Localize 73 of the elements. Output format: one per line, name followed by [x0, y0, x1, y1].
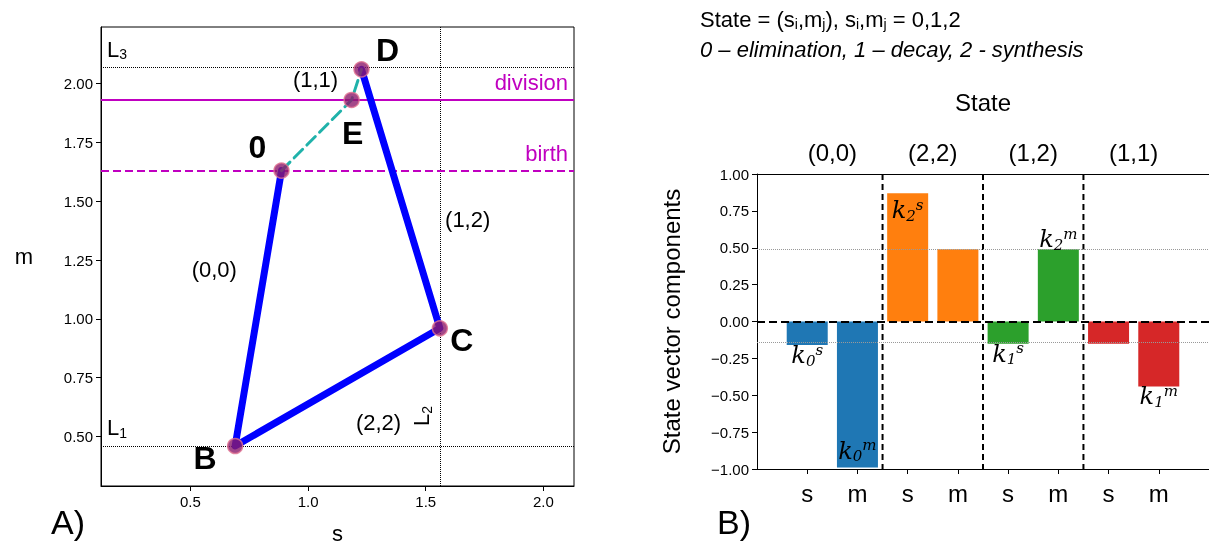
- text: A): [51, 503, 85, 541]
- y-tick-label: −0.25: [711, 349, 749, 367]
- point: [226, 437, 244, 455]
- ref-line-label: L1: [107, 415, 128, 441]
- y-axis-title: State vector components: [657, 188, 685, 455]
- y-tick-label: 1.25: [63, 251, 93, 269]
- ref-line-label: division: [494, 70, 568, 96]
- annotation: (2,2): [355, 409, 402, 435]
- bar: [786, 321, 828, 346]
- text: (0,0): [807, 138, 858, 166]
- ref-line-label: birth: [525, 141, 568, 167]
- x-tick-label: s: [1102, 479, 1115, 507]
- chart-subtitle: 0 – elimination, 1 – decay, 2 - synthesis: [700, 36, 1084, 62]
- annotation: k1s: [992, 339, 1025, 369]
- y-tick-label: −0.75: [711, 423, 749, 441]
- y-tick-label: 1.75: [63, 133, 93, 151]
- ref-line-label: L2: [409, 405, 435, 426]
- annotation: C: [450, 322, 474, 359]
- annotation: 0: [248, 128, 267, 165]
- bar: [1138, 321, 1180, 387]
- y-tick-label: 0.75: [719, 202, 749, 220]
- y-tick-label: 1.00: [719, 165, 749, 183]
- bar: [937, 249, 979, 322]
- y-axis-title: m: [14, 244, 33, 269]
- x-tick-label: s: [801, 479, 814, 507]
- y-tick-label: 2.00: [63, 74, 93, 92]
- x-tick-label: 1.5: [415, 493, 437, 510]
- annotation: (1,2): [445, 207, 491, 233]
- x-tick-label: 2.0: [532, 493, 554, 510]
- annotation: k2m: [1039, 224, 1078, 254]
- x-tick-label: 1.0: [297, 493, 319, 510]
- annotation: (0,0): [191, 256, 237, 282]
- point: [431, 320, 449, 337]
- text: B): [717, 503, 751, 541]
- y-tick-label: 1.50: [63, 192, 93, 210]
- x-tick-label: m: [847, 479, 868, 507]
- y-tick-label: 0.25: [719, 276, 749, 294]
- annotation: D: [375, 32, 400, 69]
- y-tick-label: −0.50: [711, 386, 749, 404]
- chart-title: State = (si,mj), si,mj = 0,1,2: [700, 6, 961, 32]
- bar: [1037, 249, 1079, 322]
- text: (1,1): [1108, 138, 1159, 166]
- y-tick-label: 0.50: [719, 239, 749, 257]
- bar: [987, 321, 1029, 344]
- y-tick-label: 1.00: [63, 310, 93, 328]
- x2-axis-title: State: [954, 88, 1012, 116]
- annotation: k0m: [838, 436, 877, 466]
- annotation: k1m: [1139, 381, 1178, 411]
- x-tick-label: m: [947, 479, 968, 507]
- annotation: k0s: [791, 340, 824, 370]
- y-tick-label: 0.75: [63, 369, 93, 387]
- x-tick-label: 0.5: [179, 493, 201, 510]
- x-tick-label: m: [1148, 479, 1169, 507]
- x-tick-label: m: [1048, 479, 1069, 507]
- bar: [1088, 321, 1130, 344]
- x-axis-title: s: [332, 520, 343, 546]
- bar: [887, 193, 929, 322]
- bar: [836, 321, 878, 468]
- text: (1,2): [1008, 138, 1058, 166]
- point: [273, 162, 290, 179]
- annotation: k2s: [891, 195, 924, 225]
- x-tick-label: s: [901, 479, 914, 507]
- y-tick-label: 0.00: [719, 313, 749, 330]
- text: (2,2): [908, 138, 958, 166]
- y-tick-label: −1.00: [711, 460, 749, 478]
- ref-line-label: L3: [107, 36, 128, 63]
- point: [343, 91, 360, 109]
- annotation: E: [341, 114, 364, 151]
- point: [353, 61, 370, 78]
- annotation: B: [193, 439, 217, 476]
- x-tick-label: s: [1002, 479, 1015, 507]
- y-tick-label: 0.50: [63, 428, 93, 446]
- annotation: (1,1): [292, 66, 339, 92]
